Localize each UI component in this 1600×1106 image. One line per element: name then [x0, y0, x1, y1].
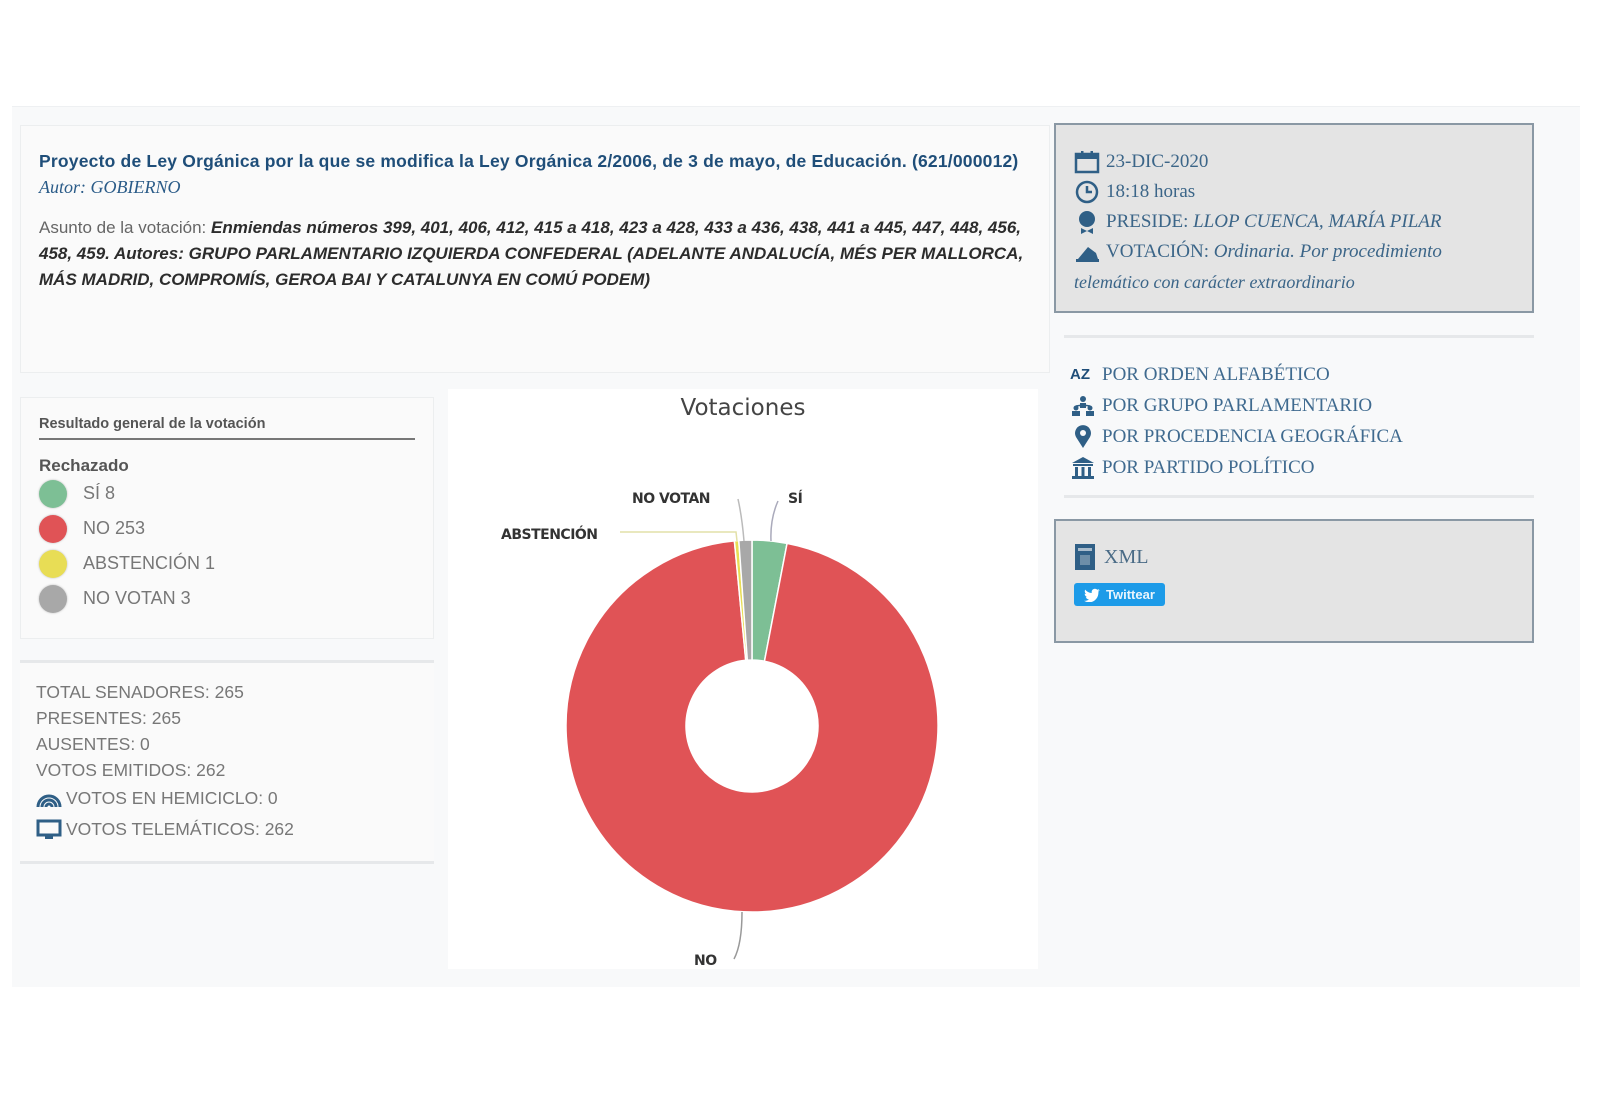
monitor-icon [36, 819, 62, 839]
chart-title: Votaciones [680, 395, 806, 421]
link-partido-politico[interactable]: POR PARTIDO POLÍTICO [1070, 452, 1403, 483]
group-icon [1072, 395, 1094, 416]
session-votacion: VOTACIÓN: Ordinaria. Por procedimiento [1074, 237, 1514, 267]
red-dot-icon [39, 514, 67, 543]
link-procedencia-geografica[interactable]: POR PROCEDENCIA GEOGRÁFICA [1070, 421, 1403, 452]
chart-label-si: SÍ [788, 491, 803, 507]
link-orden-alfabetico[interactable]: AZ POR ORDEN ALFABÉTICO [1070, 359, 1403, 390]
session-date-value: 23-DIC-2020 [1106, 151, 1209, 172]
stat-hemiciclo: VOTOS EN HEMICICLO: 0 [36, 783, 278, 814]
votacion-label: VOTACIÓN: [1106, 241, 1209, 262]
chart-label-no-votan: NO VOTAN [632, 491, 711, 507]
stat-telematicos-label: VOTOS TELEMÁTICOS: 262 [66, 819, 294, 839]
link-label: POR GRUPO PARLAMENTARIO [1102, 394, 1373, 416]
legend-label: ABSTENCIÓN 1 [83, 553, 216, 573]
session-time: 18:18 horas [1074, 177, 1514, 207]
award-icon [1079, 211, 1095, 234]
institution-icon [1072, 456, 1094, 479]
donut-slice-1[interactable] [565, 540, 939, 913]
stat-telematicos: VOTOS TELEMÁTICOS: 262 [36, 814, 294, 845]
attendance-stats: TOTAL SENADORES: 265 PRESENTES: 265 AUSE… [20, 660, 434, 864]
xml-link[interactable]: XML [1074, 543, 1514, 571]
result-heading: Resultado general de la votación [39, 416, 415, 440]
green-dot-icon [39, 479, 67, 508]
legend-label: NO 253 [83, 518, 146, 538]
session-preside: PRESIDE: LLOP CUENCA, MARÍA PILAR [1074, 207, 1514, 237]
link-grupo-parlamentario[interactable]: POR GRUPO PARLAMENTARIO [1070, 390, 1403, 421]
chart-label-no: NO [694, 953, 717, 969]
calendar-icon [1074, 151, 1100, 174]
result-summary: Resultado general de la votación Rechaza… [20, 397, 434, 639]
legend-item-no: NO 253 [39, 511, 415, 546]
link-label: POR ORDEN ALFABÉTICO [1102, 363, 1330, 385]
votes-chart: Votaciones SÍ NO VOTAN ABSTENCIÓN NO [448, 389, 1038, 969]
divider [1064, 495, 1534, 498]
result-status: Rechazado [39, 456, 129, 475]
share-box: XML Twittear [1054, 519, 1534, 643]
divider [1064, 335, 1534, 338]
twitter-label: Twittear [1106, 587, 1155, 602]
twitter-share-button[interactable]: Twittear [1074, 583, 1165, 606]
xml-file-icon [1075, 544, 1095, 570]
votacion-continued: telemático con carácter extraordinario [1074, 272, 1355, 292]
legend-item-si: SÍ 8 [39, 476, 415, 511]
session-info: 23-DIC-2020 18:18 horas PRESIDE: LLOP CU… [1054, 123, 1534, 313]
initiative-box: Proyecto de Ley Orgánica por la que se m… [20, 125, 1050, 373]
legend-item-abstencion: ABSTENCIÓN 1 [39, 546, 415, 581]
twitter-bird-icon [1084, 588, 1100, 602]
vote-subject-label: Asunto de la votación: [39, 218, 207, 237]
initiative-author: Autor: GOBIERNO [39, 177, 181, 197]
preside-label: PRESIDE: [1106, 211, 1189, 232]
vote-subject: Asunto de la votación: Enmiendas números… [39, 215, 1031, 293]
yellow-dot-icon [39, 549, 67, 578]
ballot-icon [1076, 247, 1099, 262]
preside-value: LLOP CUENCA, MARÍA PILAR [1193, 211, 1442, 232]
stat-total: TOTAL SENADORES: 265 [36, 682, 244, 702]
initiative-title[interactable]: Proyecto de Ley Orgánica por la que se m… [39, 151, 1019, 171]
legend-label: SÍ 8 [83, 483, 116, 503]
az-icon: AZ [1070, 366, 1090, 383]
page-content: Proyecto de Ley Orgánica por la que se m… [12, 106, 1580, 987]
map-pin-icon [1075, 424, 1091, 448]
gray-dot-icon [39, 584, 67, 613]
order-links: AZ POR ORDEN ALFABÉTICO POR GRUPO PARLAM… [1070, 359, 1403, 483]
stat-presentes: PRESENTES: 265 [36, 708, 181, 728]
stat-ausentes: AUSENTES: 0 [36, 734, 150, 754]
legend-label: NO VOTAN 3 [83, 588, 191, 608]
session-time-value: 18:18 horas [1106, 181, 1196, 202]
link-label: POR PROCEDENCIA GEOGRÁFICA [1102, 425, 1403, 447]
vote-subject-value: Enmiendas números 399, 401, 406, 412, 41… [39, 218, 1024, 289]
chart-label-abstencion: ABSTENCIÓN [501, 527, 598, 543]
session-date: 23-DIC-2020 [1074, 147, 1514, 177]
clock-icon [1075, 180, 1099, 204]
stat-emitidos: VOTOS EMITIDOS: 262 [36, 760, 226, 780]
stat-hemiciclo-label: VOTOS EN HEMICICLO: 0 [66, 788, 278, 808]
donut-chart [565, 498, 939, 960]
link-label: POR PARTIDO POLÍTICO [1102, 456, 1315, 478]
votacion-value: Ordinaria. Por procedimiento [1213, 241, 1442, 262]
wifi-signal-icon [36, 794, 62, 807]
xml-label: XML [1104, 545, 1149, 568]
legend-item-no-votan: NO VOTAN 3 [39, 581, 415, 616]
